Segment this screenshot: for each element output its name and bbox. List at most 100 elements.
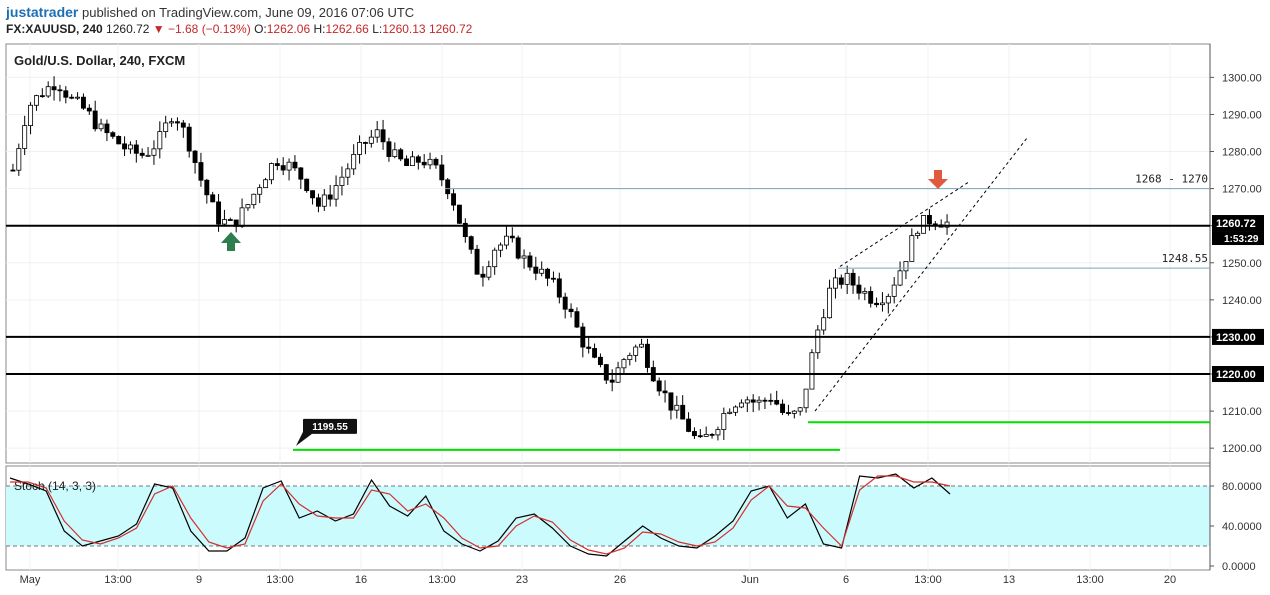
candle-body (69, 96, 75, 99)
support-label-pointer (296, 431, 312, 446)
candle-body (92, 110, 98, 130)
price-panel[interactable] (10, 76, 950, 441)
candle-body (16, 148, 22, 171)
candle-body (251, 193, 257, 206)
stoch-y-tick-label: 40.0000 (1222, 521, 1262, 533)
open-value: 1262.06 (266, 22, 311, 36)
candle-body (122, 143, 128, 150)
candle-body (39, 95, 45, 98)
candle-body (327, 194, 333, 200)
x-tick-label: Jun (741, 574, 759, 586)
candle-body (709, 433, 715, 436)
candle-body (192, 150, 198, 163)
candle-body (22, 125, 28, 149)
candle-body (686, 418, 692, 432)
candle-body (392, 149, 398, 157)
candle-body (615, 367, 621, 383)
candle-body (774, 400, 780, 405)
countdown-label: 1:53:29 (1224, 234, 1259, 245)
candle-body (492, 249, 498, 268)
candle-body (28, 104, 34, 126)
candle-body (903, 261, 909, 272)
x-tick-label: 13:00 (428, 574, 456, 586)
x-tick-label: 6 (843, 574, 849, 586)
candle-body (433, 158, 439, 166)
candle-body (668, 392, 674, 411)
candle-body (703, 433, 709, 437)
stoch-band (6, 486, 1210, 546)
candle-body (86, 107, 92, 112)
candle-body (785, 412, 791, 414)
x-tick-label: 16 (355, 574, 367, 586)
candle-body (63, 90, 69, 98)
candle-body (509, 235, 515, 239)
low-value: 1260.13 (382, 22, 426, 36)
candle-body (245, 204, 251, 209)
candle-body (856, 284, 862, 294)
candle-body (521, 255, 527, 259)
candle-body (374, 129, 380, 138)
candle-body (351, 154, 357, 170)
candle-body (821, 317, 827, 331)
candle-body (762, 399, 768, 402)
candle-body (345, 168, 351, 178)
candle-body (404, 158, 410, 167)
candle-body (415, 156, 421, 163)
candle-body (427, 158, 433, 166)
candle-body (574, 311, 580, 328)
candle-body (680, 404, 686, 420)
y-tick-label: 1250.00 (1222, 258, 1262, 270)
up-arrow-icon (221, 232, 241, 251)
candle-body (545, 268, 551, 279)
stoch-d-line (10, 475, 951, 555)
candle-body (174, 121, 180, 124)
stoch-panel[interactable]: Stoch (14, 3, 3) (6, 473, 1210, 557)
candle-body (633, 346, 639, 356)
candle-body (80, 96, 86, 109)
candle-body (691, 431, 697, 437)
candle-body (45, 86, 51, 97)
candle-body (550, 277, 556, 280)
candle-body (468, 236, 474, 250)
candle-body (926, 215, 932, 225)
candle-body (421, 161, 427, 166)
candle-body (298, 167, 304, 180)
candle-body (362, 142, 368, 144)
last-price-bg (1212, 215, 1264, 232)
candle-body (133, 144, 139, 154)
x-tick-label: 13:00 (914, 574, 942, 586)
symbol-label: FX:XAUUSD, 240 (6, 22, 103, 36)
candle-body (257, 187, 263, 195)
candle-body (850, 272, 856, 286)
candle-body (474, 248, 480, 275)
candle-body (556, 278, 562, 298)
price-change: ▼ −1.68 (−0.13%) (152, 22, 251, 36)
candle-body (57, 89, 63, 92)
x-tick-label: 13:00 (266, 574, 294, 586)
candle-body (803, 388, 809, 409)
candle-body (145, 154, 151, 157)
candle-body (503, 235, 509, 246)
candle-body (627, 354, 633, 361)
chart-title: Gold/U.S. Dollar, 240, FXCM (14, 53, 185, 68)
candle-body (944, 221, 950, 228)
candle-body (221, 219, 227, 225)
candle-body (98, 123, 104, 130)
author-link[interactable]: justatrader (6, 4, 79, 20)
candle-body (862, 291, 868, 294)
candle-body (715, 429, 721, 436)
candle-body (697, 435, 703, 438)
x-tick-label: 13 (1003, 574, 1015, 586)
support-label-bg (303, 418, 357, 434)
countdown-bg (1212, 231, 1264, 246)
candle-body (286, 161, 292, 171)
y-tick-label: 1200.00 (1222, 443, 1262, 455)
candle-body (151, 148, 157, 156)
candle-body (227, 219, 233, 221)
candle-body (498, 244, 504, 251)
candle-body (280, 165, 286, 171)
level-label: 1220.00 (1216, 369, 1256, 381)
stoch-title: Stoch (14, 3, 3) (14, 479, 96, 493)
candle-body (738, 402, 744, 408)
